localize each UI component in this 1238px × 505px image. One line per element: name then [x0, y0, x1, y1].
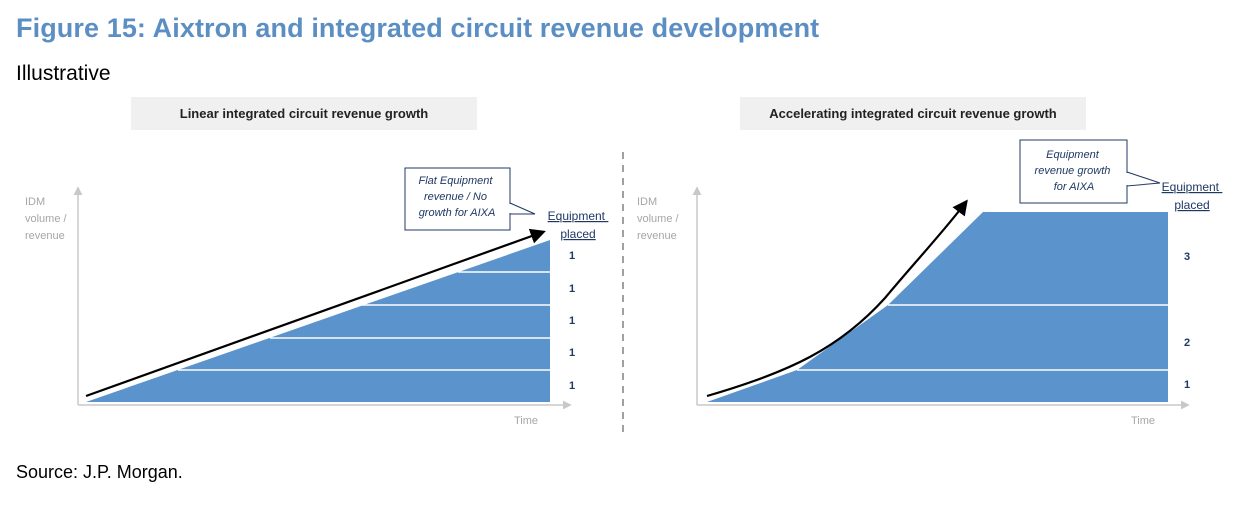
left-y-label: IDM volume / revenue	[25, 196, 70, 242]
left-column-header: Equipment placed	[548, 209, 609, 241]
right-band-label: 3	[1184, 251, 1190, 263]
right-x-label: Time	[1131, 415, 1155, 427]
svg-text:Flat Equipment revenue: Flat Equipment revenue / No growth for A…	[418, 175, 495, 219]
left-revenue-area	[86, 240, 550, 402]
right-band-label: 2	[1184, 337, 1190, 349]
right-band-label: 1	[1184, 379, 1190, 391]
left-callout: Flat Equipment revenue / No growth for A…	[404, 167, 536, 231]
right-header-box	[740, 97, 1086, 130]
right-callout: Equipment revenue growth for AIXA	[1019, 139, 1161, 204]
right-column-header: Equipment placed	[1162, 180, 1223, 212]
right-y-label: IDM volume / revenue	[637, 196, 682, 242]
left-band-label: 1	[569, 315, 575, 327]
right-panel: Accelerating integrated circuit revenue …	[637, 97, 1223, 427]
figure-subtitle: Illustrative	[16, 62, 111, 85]
right-growth-arrow	[706, 199, 968, 398]
right-header-text: Accelerating integrated circuit revenue …	[769, 106, 1057, 121]
left-x-label: Time	[514, 415, 538, 427]
left-header-box	[131, 97, 477, 130]
right-revenue-area	[707, 212, 1168, 402]
left-panel: Linear integrated circuit revenue growth…	[25, 97, 609, 427]
left-growth-arrow	[85, 228, 546, 398]
figure-source: Source: J.P. Morgan.	[16, 462, 183, 482]
right-band-dividers	[797, 304, 1168, 371]
svg-text:Equipment revenue grow: Equipment revenue growth for AIXA	[1035, 149, 1114, 193]
left-band-label: 1	[569, 380, 575, 392]
figure-title: Figure 15: Aixtron and integrated circui…	[16, 13, 820, 43]
left-band-label: 1	[569, 283, 575, 295]
left-band-label: 1	[569, 250, 575, 262]
left-band-dividers	[178, 271, 550, 371]
left-header-text: Linear integrated circuit revenue growth	[180, 106, 429, 121]
left-band-label: 1	[569, 347, 575, 359]
